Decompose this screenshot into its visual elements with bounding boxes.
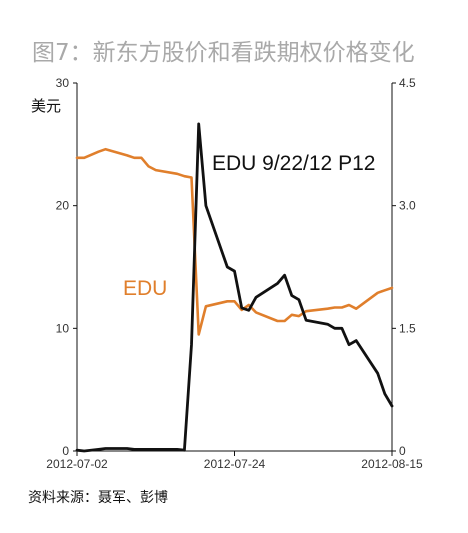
left-tick-label: 0 [62,444,69,458]
left-tick-label: 20 [56,199,70,213]
source-note: 资料来源：聂军、彭博 [28,490,168,506]
series-line-edu [75,147,394,336]
series-line-edu-put-option [75,122,394,453]
right-tick-label: 4.5 [399,76,416,90]
left-tick-label: 10 [56,321,70,335]
x-tick-label: 2012-08-15 [361,457,423,471]
x-tick-label: 2012-07-02 [46,457,108,471]
left-axis-unit: 美元 [31,97,62,115]
right-tick-label: 3.0 [399,199,416,213]
right-tick-label: 1.5 [399,321,416,335]
annotation-edu: EDU [123,277,167,300]
annotation-edu-put-option: EDU 9/22/12 P12 [212,152,375,175]
left-tick-label: 30 [56,76,70,90]
x-tick-label: 2012-07-24 [204,457,266,471]
chart-title: 图7：新东方股价和看跌期权价格变化 [32,40,415,66]
right-tick-label: 0 [399,444,406,458]
